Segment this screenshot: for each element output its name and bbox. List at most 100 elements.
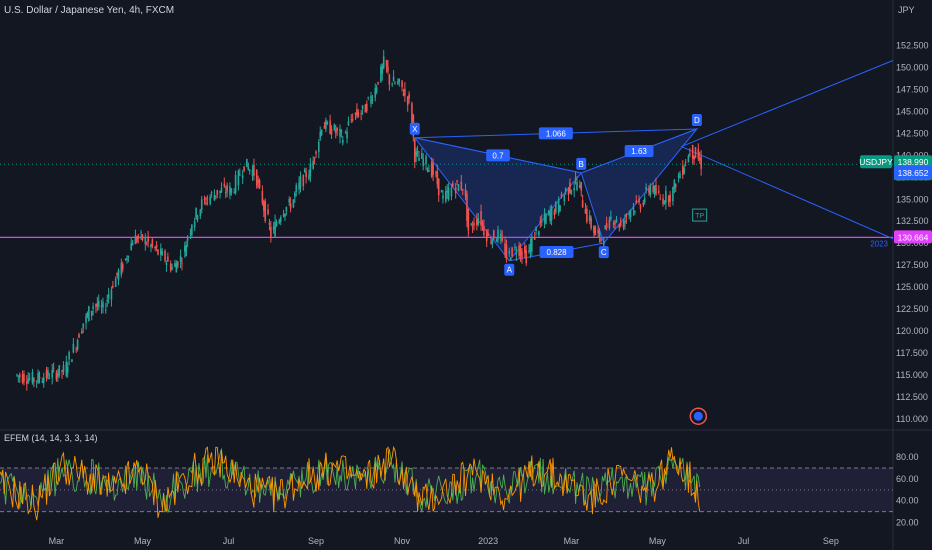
candle-body: [264, 200, 267, 221]
price-tick-label: 120.000: [896, 326, 929, 336]
stoch-k-line: [0, 445, 701, 521]
candle-body: [295, 185, 298, 192]
candle-body: [47, 370, 49, 377]
candle-body: [315, 151, 317, 154]
candle-body: [397, 82, 399, 84]
candle-body: [555, 202, 557, 213]
candle-body: [246, 158, 248, 168]
candle-body: [437, 178, 440, 196]
candle-body: [547, 210, 550, 215]
candle-body: [580, 182, 583, 191]
stoch-d-line: [0, 448, 701, 513]
candle-body: [624, 220, 626, 223]
candle-body: [272, 226, 275, 230]
candle-body: [71, 359, 73, 363]
candle-body: [226, 185, 228, 192]
candle-body: [171, 267, 173, 270]
candle-body: [452, 183, 454, 187]
candle-body: [81, 331, 83, 334]
candle-body: [241, 175, 244, 179]
candle-body: [340, 130, 343, 133]
candle-body: [615, 218, 618, 222]
candle-body: [691, 144, 694, 159]
candle-body: [643, 198, 646, 203]
candle-body: [35, 380, 38, 382]
candle-body: [179, 256, 182, 262]
candle-body: [652, 185, 654, 193]
candle-body: [106, 300, 109, 302]
candle-body: [662, 198, 664, 205]
candle-body: [436, 171, 439, 185]
candle-body: [635, 200, 638, 203]
candle-body: [694, 147, 697, 158]
ratio-badge: [539, 245, 574, 258]
candle-body: [375, 87, 378, 93]
candle-body: [408, 93, 410, 99]
candle-body: [461, 188, 464, 191]
symbol-tag-bg: [860, 155, 892, 169]
candle-body: [223, 183, 226, 187]
pattern-point-badge: [576, 157, 587, 170]
candle-body: [28, 377, 31, 380]
candle-body: [351, 119, 354, 121]
candle-body: [521, 251, 523, 259]
time-tick-label: May: [134, 536, 152, 546]
candle-body: [543, 213, 546, 222]
candle-body: [454, 187, 457, 193]
hline-price-tag-bg: [894, 230, 932, 244]
candle-body: [130, 243, 132, 250]
candle-body: [267, 209, 269, 214]
candle-body: [160, 248, 162, 255]
candle-body: [415, 151, 417, 156]
price-tick-label: 127.500: [896, 260, 929, 270]
candle-body: [134, 235, 137, 245]
candle-body: [154, 246, 156, 249]
candle-body: [549, 211, 551, 222]
pattern-point-badge: [504, 263, 515, 276]
chart-title: U.S. Dollar / Japanese Yen, 4h, FXCM: [4, 5, 175, 16]
candle-body: [200, 199, 203, 210]
candle-body: [169, 263, 172, 271]
candle-body: [131, 242, 134, 246]
candle-body: [350, 119, 353, 121]
candle-body: [667, 196, 670, 203]
pattern-point-label: D: [694, 116, 700, 125]
candle-body: [230, 188, 233, 193]
candle-body: [185, 244, 188, 257]
candle-body: [323, 126, 326, 129]
candle-body: [95, 304, 97, 307]
pattern-point-label: B: [579, 160, 584, 169]
candle-body: [213, 194, 216, 201]
candle-body: [594, 227, 597, 236]
candle-body: [347, 121, 350, 126]
candle-body: [112, 285, 114, 288]
candle-body: [440, 190, 443, 193]
candle-body: [416, 151, 419, 153]
candle-body: [258, 179, 261, 188]
candle-body: [579, 184, 581, 188]
candle-body: [557, 199, 560, 213]
candle-body: [457, 184, 460, 191]
candle-body: [446, 190, 449, 193]
candle-body: [501, 236, 504, 241]
candle-body: [155, 244, 158, 248]
candle-body: [308, 175, 310, 180]
candle-body: [380, 66, 382, 82]
year-marker-label: 2023: [870, 239, 888, 248]
candle-body: [480, 211, 482, 226]
indicator-label[interactable]: EFEM (14, 14, 3, 3, 14): [4, 433, 98, 443]
candle-body: [584, 209, 587, 214]
candle-body: [107, 294, 110, 299]
candle-body: [298, 182, 300, 190]
candle-body: [402, 93, 405, 96]
candle-body: [466, 194, 468, 221]
candle-body: [669, 194, 671, 202]
candle-body: [519, 248, 522, 256]
candle-body: [518, 245, 520, 257]
candle-body: [346, 131, 348, 139]
candle-body: [608, 219, 611, 229]
stoch-tick-label: 20.00: [896, 518, 919, 528]
candle-body: [17, 375, 20, 377]
candle-body: [464, 189, 467, 197]
